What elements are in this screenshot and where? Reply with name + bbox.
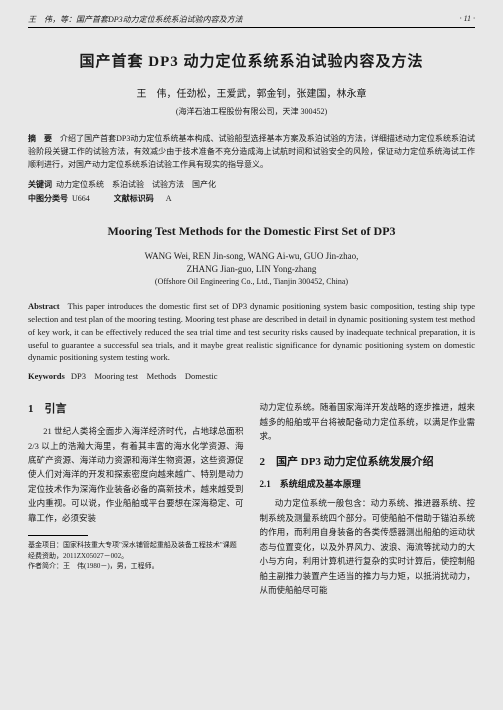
right-column: 动力定位系统。随着国家海洋开发战略的逐步推进，越来越多的船舶或平台将被配备动力定… xyxy=(260,400,476,597)
abstract-text-cn: 介绍了国产首套DP3动力定位系统基本构成、试验船型选择基本方案及系泊试验的方法，… xyxy=(28,134,475,169)
keywords-label-cn: 关键词 xyxy=(28,180,52,189)
header-left: 王 伟，等：国产首套DP3动力定位系统系泊试验内容及方法 xyxy=(28,14,243,25)
authors-english-line2: ZHANG Jian-guo, LIN Yong-zhang xyxy=(28,264,475,274)
affiliation-english: (Offshore Oil Engineering Co., Ltd., Tia… xyxy=(28,277,475,286)
section-2-title: 2 国产 DP3 动力定位系统发展介绍 xyxy=(260,453,476,469)
left-column: 1 引言 21 世纪人类将全面步入海洋经济时代，占地球总面积 2/3 以上的浩瀚… xyxy=(28,400,244,597)
authors-chinese: 王 伟，任劲松，王爱武，郭金钊，张建国，林永章 xyxy=(28,85,475,100)
section-1-title: 1 引言 xyxy=(28,400,244,416)
subsection-21-title: 2.1 系统组成及基本原理 xyxy=(260,477,476,490)
title-english: Mooring Test Methods for the Domestic Fi… xyxy=(28,224,475,239)
abstract-english: AbstractThis paper introduces the domest… xyxy=(28,300,475,364)
body-columns: 1 引言 21 世纪人类将全面步入海洋经济时代，占地球总面积 2/3 以上的浩瀚… xyxy=(28,400,475,597)
abstract-text-en: This paper introduces the domestic first… xyxy=(28,301,475,362)
abstract-label-en: Abstract xyxy=(28,301,60,311)
affiliation-chinese: (海洋石油工程股份有限公司，天津 300452) xyxy=(28,106,475,117)
section-1-text: 21 世纪人类将全面步入海洋经济时代，占地球总面积 2/3 以上的浩瀚大海里，有… xyxy=(28,424,244,525)
doc-value: A xyxy=(166,194,172,203)
footnote-rule xyxy=(28,535,88,536)
keywords-english: Keywords DP3 Mooring test Methods Domesti… xyxy=(28,370,475,382)
doc-label: 文献标识码 xyxy=(114,194,154,203)
keywords-label-en: Keywords xyxy=(28,371,65,381)
subsection-21-text: 动力定位系统一般包含：动力系统、推进器系统、控制系统及测量系统四个部分。可使船舶… xyxy=(260,496,476,597)
class-label: 中图分类号 xyxy=(28,194,68,203)
header-rule xyxy=(28,27,475,28)
title-chinese: 国产首套 DP3 动力定位系统系泊试验内容及方法 xyxy=(28,50,475,71)
keywords-chinese: 关键词动力定位系统 系泊试验 试验方法 国产化 xyxy=(28,179,475,190)
intro-continuation: 动力定位系统。随着国家海洋开发战略的逐步推进，越来越多的船舶或平台将被配备动力定… xyxy=(260,400,476,443)
classification-chinese: 中图分类号 U664 文献标识码 A xyxy=(28,193,475,204)
keywords-text-en: DP3 Mooring test Methods Domestic xyxy=(71,371,218,381)
footnote-2: 作者简介：王 伟(1980－)，男，工程师。 xyxy=(28,561,244,572)
class-value: U664 xyxy=(72,194,90,203)
authors-english-line1: WANG Wei, REN Jin-song, WANG Ai-wu, GUO … xyxy=(28,251,475,261)
keywords-text-cn: 动力定位系统 系泊试验 试验方法 国产化 xyxy=(56,180,216,189)
abstract-chinese: 摘 要介绍了国产首套DP3动力定位系统基本构成、试验船型选择基本方案及系泊试验的… xyxy=(28,133,475,171)
footnote-1: 基金项目：国家科技重大专项"深水铺管起重船及装备工程技术"课题经费资助，2011… xyxy=(28,540,244,561)
abstract-label-cn: 摘 要 xyxy=(28,134,52,143)
page-header: 王 伟，等：国产首套DP3动力定位系统系泊试验内容及方法 · 11 · xyxy=(28,14,475,25)
header-right: · 11 · xyxy=(460,14,475,25)
